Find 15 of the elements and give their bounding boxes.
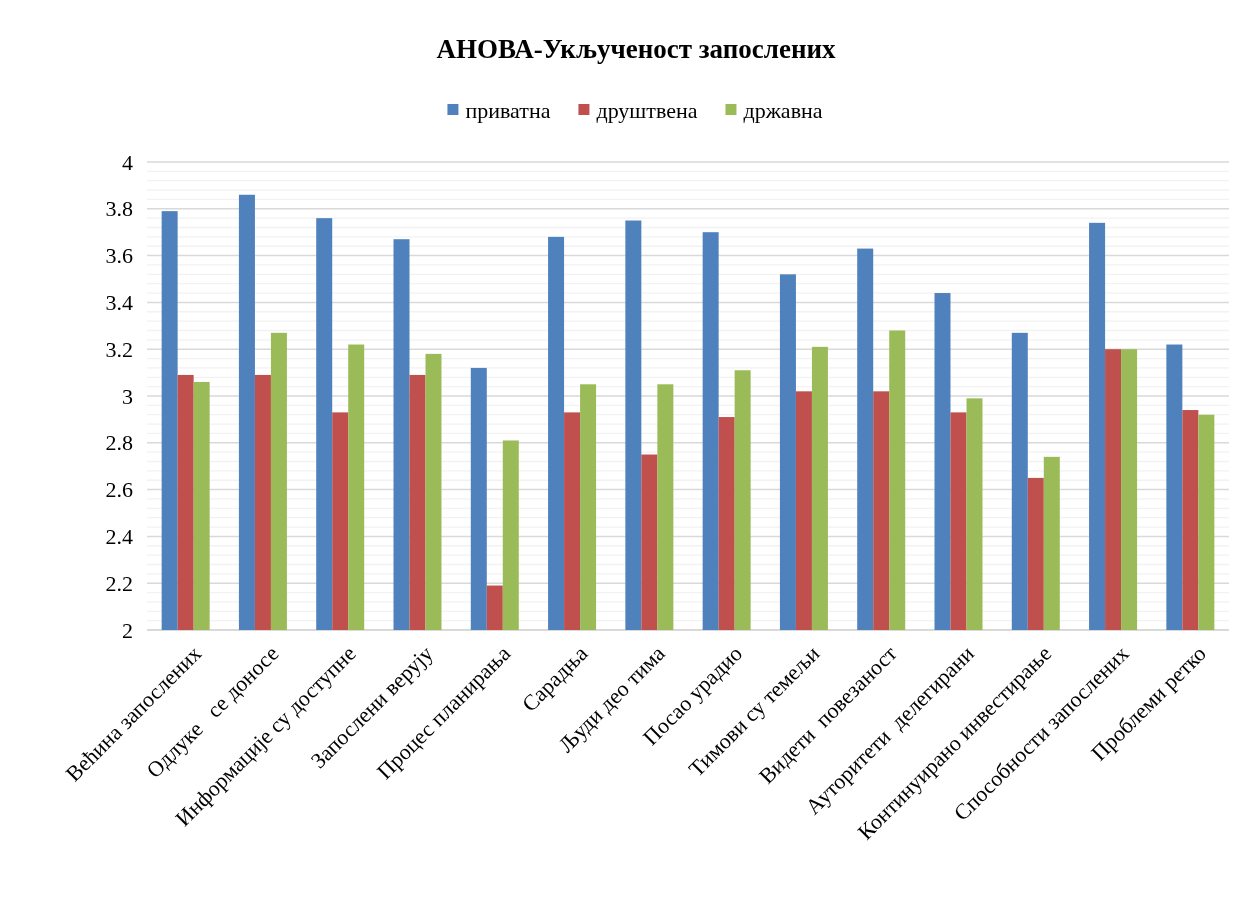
y-tick-label: 3.4: [105, 289, 133, 315]
chart-title: АНОВА-Укљученост запослених: [436, 34, 837, 64]
y-tick-label: 3: [122, 383, 133, 409]
y-tick-label: 2.6: [105, 477, 133, 503]
y-tick-label: 2.8: [105, 430, 133, 456]
y-tick-label: 3.8: [105, 196, 133, 222]
y-tick-label: 3.2: [105, 336, 133, 362]
y-tick-label: 3.6: [105, 243, 133, 269]
y-tick-label: 2.4: [105, 523, 133, 549]
legend-label: друштвена: [596, 97, 698, 123]
y-tick-label: 2.2: [105, 570, 133, 596]
y-tick-label: 4: [122, 149, 133, 175]
legend-label: приватна: [465, 97, 551, 123]
legend-label: државна: [743, 97, 823, 123]
y-tick-label: 2: [122, 617, 133, 643]
